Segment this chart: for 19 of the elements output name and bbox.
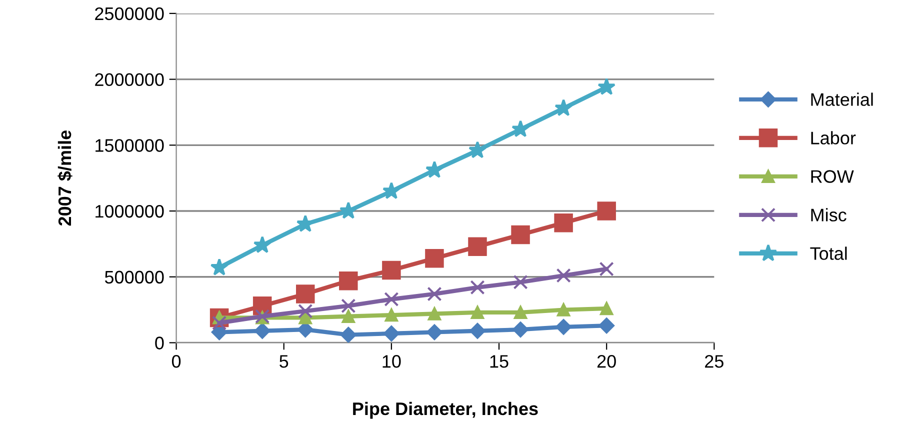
- x-tick-label: 25: [705, 355, 724, 368]
- x-axis-title: Pipe Diameter, Inches: [353, 402, 538, 419]
- y-tick-label: 0: [155, 336, 164, 350]
- y-tick-label: 500000: [104, 270, 164, 284]
- legend-label: ROW: [811, 170, 854, 183]
- legend-label: Labor: [811, 131, 856, 144]
- y-tick-label: 2000000: [95, 73, 164, 86]
- x-tick-label: 5: [280, 355, 288, 368]
- legend-label: Material: [811, 92, 873, 106]
- x-tick-label: 20: [597, 355, 616, 368]
- y-axis-title: 2007 $/mile: [58, 130, 72, 226]
- x-tick-label: 15: [490, 355, 508, 368]
- x-tick-label: 0: [172, 355, 181, 368]
- x-tick-label: 10: [382, 355, 401, 368]
- legend-label: Total: [810, 246, 847, 260]
- legend-label: Misc: [811, 208, 846, 222]
- y-tick-label: 1500000: [96, 139, 164, 152]
- y-tick-label: 1000000: [96, 204, 164, 218]
- y-tick-label: 2500000: [95, 7, 164, 20]
